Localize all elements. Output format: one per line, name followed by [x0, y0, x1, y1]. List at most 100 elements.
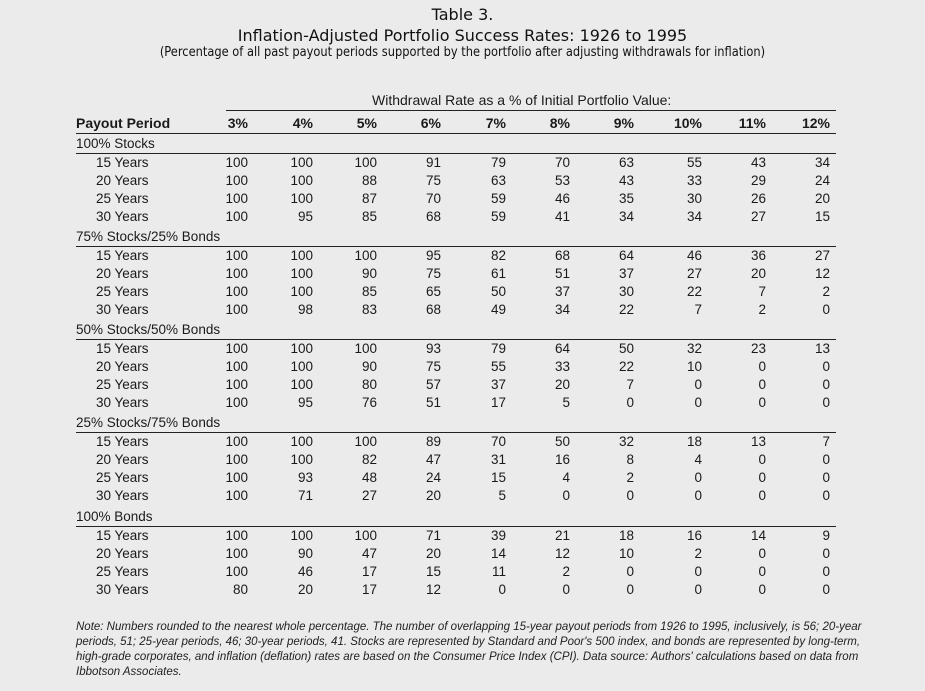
table-cell: 100 [225, 191, 248, 206]
rate-header: 8% [549, 115, 570, 131]
table-cell: 15 [425, 564, 441, 579]
rate-header: 12% [801, 115, 830, 131]
table-cell: 100 [225, 284, 248, 299]
table-cell: 34 [618, 209, 634, 224]
rate-header: 3% [227, 115, 248, 131]
payout-period-label: 15 Years [96, 434, 149, 449]
table-cell: 91 [425, 155, 441, 170]
column-divider [753, 154, 754, 228]
table-cell: 85 [361, 284, 377, 299]
table-cell: 0 [626, 564, 634, 579]
table-cell: 30 [686, 191, 702, 206]
payout-period-label: 20 Years [96, 359, 149, 374]
table-cell: 7 [626, 377, 634, 392]
table-cell: 100 [354, 248, 377, 263]
column-divider [626, 340, 627, 414]
table-cell: 90 [361, 266, 377, 281]
column-header-rule [76, 133, 836, 134]
table-cell: 17 [361, 564, 377, 579]
column-divider [753, 247, 754, 321]
column-divider [688, 340, 689, 414]
column-divider [688, 247, 689, 321]
table-cell: 61 [490, 266, 506, 281]
table-cell: 27 [814, 248, 830, 263]
table-cell: 22 [618, 302, 634, 317]
table-cell: 79 [490, 155, 506, 170]
column-divider [626, 527, 627, 601]
column-divider [495, 433, 496, 507]
table-cell: 0 [822, 488, 830, 503]
rate-header: 7% [485, 115, 506, 131]
column-divider [241, 433, 242, 507]
table-cell: 64 [618, 248, 634, 263]
column-divider [434, 527, 435, 601]
group-rule [76, 526, 836, 527]
table-cell: 36 [750, 248, 766, 263]
table-cell: 0 [562, 488, 570, 503]
table-cell: 4 [694, 452, 702, 467]
column-divider [434, 340, 435, 414]
table-cell: 0 [758, 359, 766, 374]
table-cell: 14 [490, 546, 506, 561]
column-divider [688, 154, 689, 228]
table-cell: 0 [822, 377, 830, 392]
table-cell: 57 [425, 377, 441, 392]
table-cell: 100 [225, 434, 248, 449]
table-cell: 18 [686, 434, 702, 449]
table-cell: 55 [686, 155, 702, 170]
table-cell: 100 [290, 284, 313, 299]
table-cell: 34 [554, 302, 570, 317]
table-cell: 76 [361, 395, 377, 410]
table-cell: 100 [225, 564, 248, 579]
table-cell: 100 [354, 341, 377, 356]
table-cell: 13 [814, 341, 830, 356]
table-cell: 30 [618, 284, 634, 299]
table-cell: 68 [425, 302, 441, 317]
table-cell: 100 [354, 434, 377, 449]
table-cell: 12 [425, 582, 441, 597]
table-cell: 89 [425, 434, 441, 449]
table-cell: 2 [626, 470, 634, 485]
table-cell: 85 [361, 209, 377, 224]
table-cell: 75 [425, 173, 441, 188]
payout-period-label: 20 Years [96, 546, 149, 561]
table-cell: 0 [758, 470, 766, 485]
table-cell: 68 [425, 209, 441, 224]
table-cell: 100 [225, 359, 248, 374]
table-cell: 100 [290, 434, 313, 449]
table-cell: 100 [290, 359, 313, 374]
column-divider [753, 433, 754, 507]
withdrawal-rate-header: Withdrawal Rate as a % of Initial Portfo… [372, 92, 672, 108]
table-cell: 64 [554, 341, 570, 356]
group-label: 100% Stocks [76, 136, 155, 151]
column-divider [495, 527, 496, 601]
column-divider [818, 433, 819, 507]
table-cell: 75 [425, 266, 441, 281]
table-cell: 93 [425, 341, 441, 356]
payout-period-label: 25 Years [96, 377, 149, 392]
table-cell: 2 [758, 302, 766, 317]
table-cell: 29 [750, 173, 766, 188]
table-cell: 0 [562, 582, 570, 597]
table-cell: 0 [626, 488, 634, 503]
payout-period-label: 15 Years [96, 528, 149, 543]
table-cell: 0 [822, 564, 830, 579]
table-cell: 100 [225, 341, 248, 356]
payout-period-label: 25 Years [96, 564, 149, 579]
payout-period-label: 30 Years [96, 488, 149, 503]
table-cell: 87 [361, 191, 377, 206]
column-divider [303, 340, 304, 414]
table-cell: 50 [490, 284, 506, 299]
table-cell: 59 [490, 209, 506, 224]
table-cell: 20 [814, 191, 830, 206]
rate-header: 11% [738, 115, 766, 131]
group-label: 25% Stocks/75% Bonds [76, 415, 221, 430]
table-cell: 0 [822, 546, 830, 561]
table-cell: 46 [686, 248, 702, 263]
table-cell: 65 [425, 284, 441, 299]
table-cell: 100 [225, 488, 248, 503]
table-cell: 0 [822, 582, 830, 597]
table-cell: 100 [225, 209, 248, 224]
table-cell: 51 [425, 395, 441, 410]
table-cell: 95 [425, 248, 441, 263]
